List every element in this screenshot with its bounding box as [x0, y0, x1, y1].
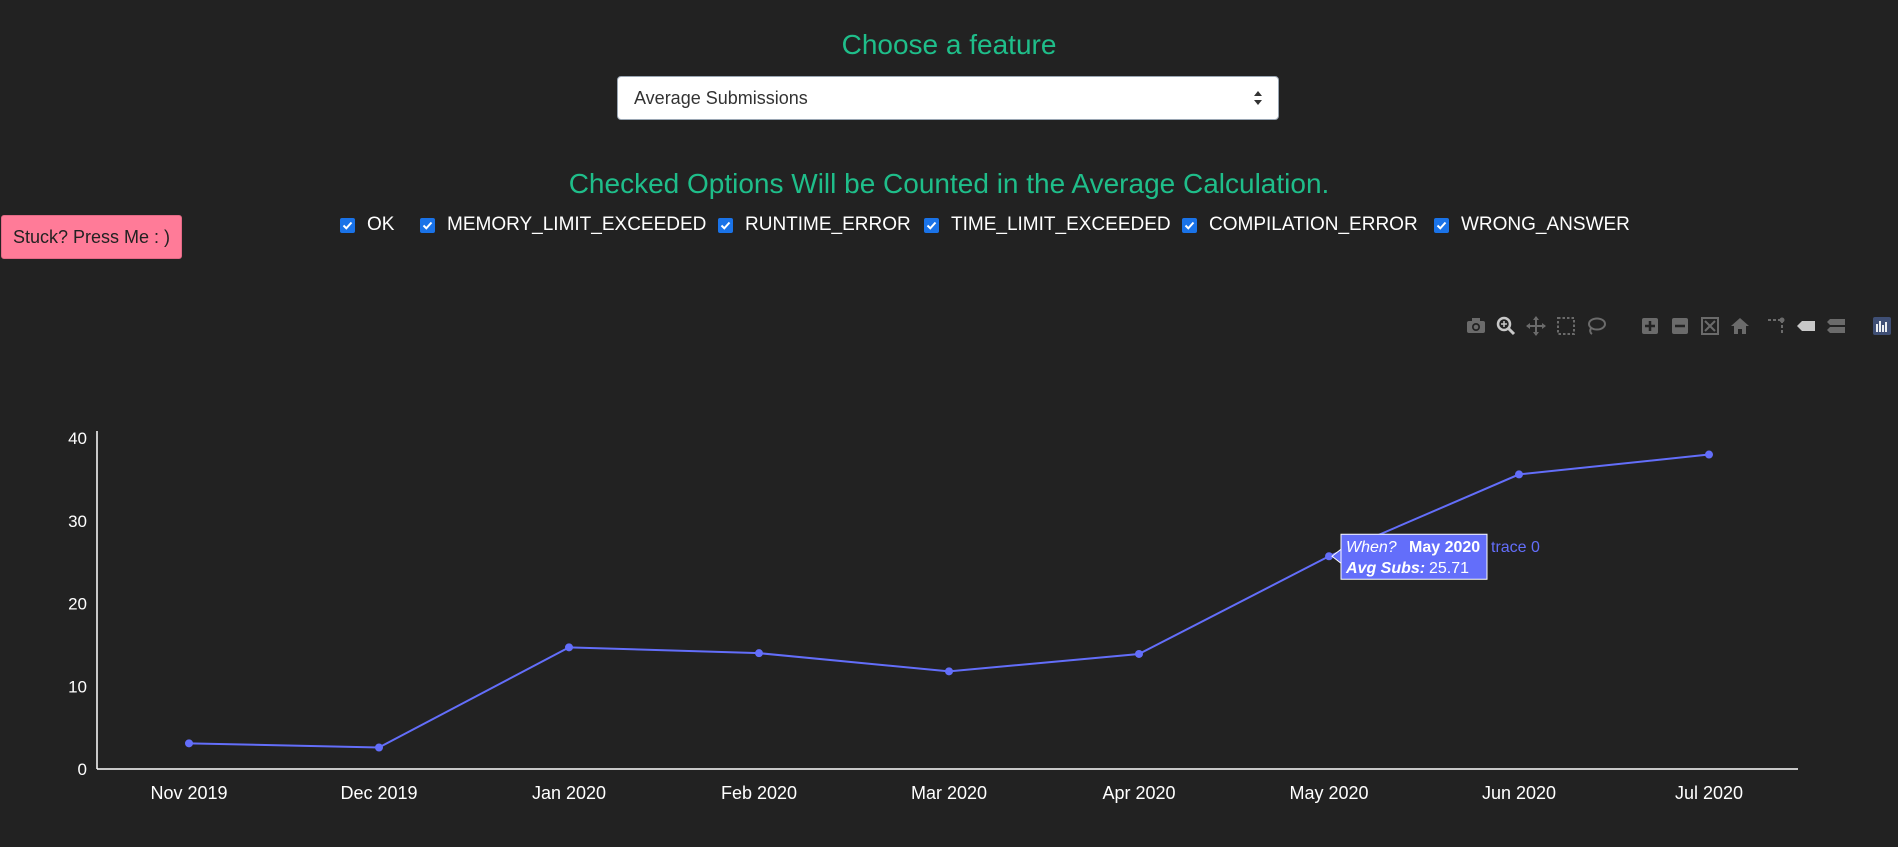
y-tick-label: 20 [68, 595, 87, 614]
checkbox-checked-icon[interactable] [340, 217, 355, 233]
x-tick-label: Jan 2020 [532, 783, 606, 803]
zoom-icon[interactable] [1495, 315, 1517, 337]
checkbox-checked-icon[interactable] [420, 217, 435, 233]
x-tick-label: Nov 2019 [150, 783, 227, 803]
autoscale-icon[interactable] [1699, 315, 1721, 337]
data-point[interactable] [565, 643, 573, 652]
tooltip-box [1340, 533, 1488, 580]
line-chart: 0 10 20 30 40 Nov 2019 Dec 2019 Jan 2020 Feb 202… [68, 429, 1798, 803]
select-arrows-icon [1254, 91, 1262, 105]
y-tick-label: 0 [78, 760, 87, 779]
checkbox-checked-icon[interactable] [718, 217, 733, 233]
spike-lines-icon[interactable] [1765, 315, 1787, 337]
options-subtitle: Checked Options Will be Counted in the A… [568, 168, 1330, 199]
x-tick-label: Feb 2020 [721, 783, 797, 803]
hover-closest-icon[interactable] [1795, 315, 1817, 337]
y-tick-label: 40 [68, 429, 87, 448]
feature-select[interactable]: Average Submissions [617, 76, 1279, 120]
plotly-logo-icon[interactable] [1871, 315, 1893, 337]
x-tick-label: Mar 2020 [911, 783, 987, 803]
hover-compare-icon[interactable] [1825, 315, 1847, 337]
data-point[interactable] [1515, 470, 1523, 479]
checkbox-compilation-error[interactable]: COMPILATION_ERROR [1182, 214, 1418, 236]
help-button[interactable]: Stuck? Press Me : ) [1, 215, 182, 259]
pan-icon[interactable] [1525, 315, 1547, 337]
zoom-in-icon[interactable] [1639, 315, 1661, 337]
data-point[interactable] [1705, 450, 1713, 459]
x-tick-label: Jun 2020 [1482, 783, 1556, 803]
checkbox-label: RUNTIME_ERROR [745, 214, 911, 235]
reset-axes-icon[interactable] [1729, 315, 1751, 337]
feature-select-value: Average Submissions [634, 87, 808, 108]
checkbox-checked-icon[interactable] [1434, 217, 1449, 233]
checkbox-ok[interactable]: OK [340, 214, 394, 236]
zoom-out-icon[interactable] [1669, 315, 1691, 337]
checkbox-memory-limit-exceeded[interactable]: MEMORY_LIMIT_EXCEEDED [420, 214, 706, 236]
data-point[interactable] [755, 649, 763, 658]
box-select-icon[interactable] [1555, 315, 1577, 337]
x-tick-label: May 2020 [1289, 783, 1368, 803]
x-tick-label: Dec 2019 [340, 783, 417, 803]
data-point[interactable] [1325, 552, 1333, 561]
y-tick-label: 10 [68, 677, 87, 696]
tooltip-y-label: Avg Subs: [1345, 560, 1425, 577]
checkbox-label: MEMORY_LIMIT_EXCEEDED [447, 214, 707, 235]
page-title: Choose a feature [841, 29, 1057, 60]
checkbox-checked-icon[interactable] [1182, 217, 1197, 233]
data-point[interactable] [375, 743, 383, 752]
data-point[interactable] [945, 667, 953, 676]
checkbox-time-limit-exceeded[interactable]: TIME_LIMIT_EXCEEDED [924, 214, 1171, 236]
checkbox-checked-icon[interactable] [924, 217, 939, 233]
tooltip-pointer [1331, 548, 1342, 565]
tooltip-trace-label: trace 0 [1491, 539, 1540, 556]
data-point[interactable] [1135, 649, 1143, 658]
lasso-select-icon[interactable] [1585, 315, 1607, 337]
tooltip-y-value: 25.71 [1429, 560, 1469, 577]
checkbox-runtime-error[interactable]: RUNTIME_ERROR [718, 214, 911, 236]
checkbox-wrong-answer[interactable]: WRONG_ANSWER [1434, 214, 1630, 236]
checkbox-label: COMPILATION_ERROR [1209, 214, 1418, 235]
y-tick-label: 30 [68, 512, 87, 531]
checkbox-label: WRONG_ANSWER [1461, 214, 1630, 235]
checkbox-label: OK [367, 214, 395, 235]
x-tick-label: Jul 2020 [1675, 783, 1743, 803]
tooltip-x-value: May 2020 [1409, 539, 1480, 556]
checkbox-label: TIME_LIMIT_EXCEEDED [951, 214, 1171, 235]
tooltip-x-label: When? [1346, 539, 1397, 556]
data-point[interactable] [185, 739, 193, 748]
camera-icon[interactable] [1465, 315, 1487, 337]
series-line [188, 453, 1710, 749]
x-tick-label: Apr 2020 [1102, 783, 1175, 803]
